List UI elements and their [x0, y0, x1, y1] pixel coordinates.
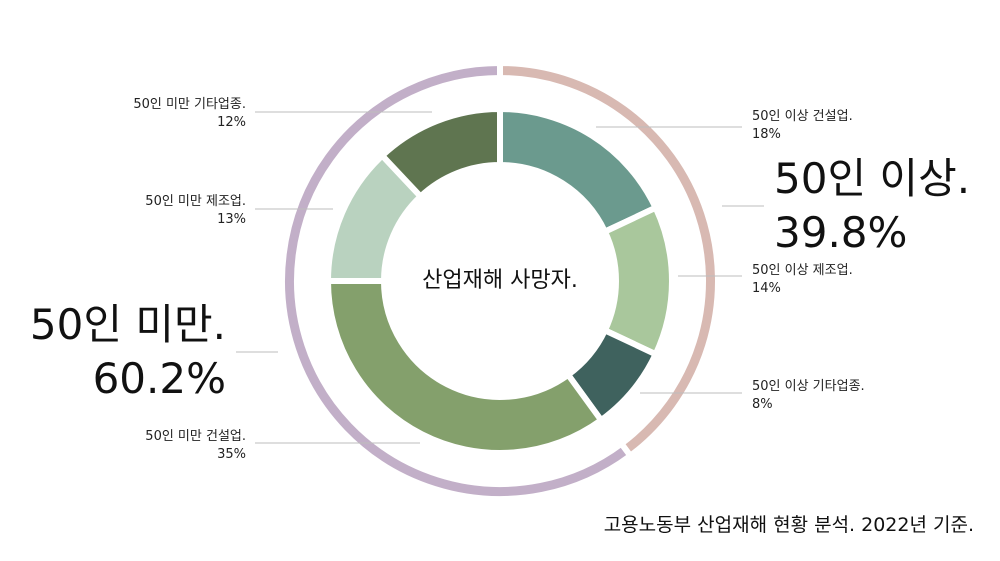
inner-ring — [324, 105, 675, 456]
slice-arc-3 — [324, 278, 606, 456]
slice-value: 8% — [752, 397, 773, 412]
group-label-small: 50인 미만. 60.2% — [0, 298, 226, 406]
slice-value: 14% — [752, 281, 781, 296]
slice-value: 12% — [217, 115, 246, 130]
slice-label-small-manufacturing: 50인 미만 제조업. 13% — [60, 193, 246, 229]
group-name: 50인 이상. — [774, 154, 971, 203]
slice-name: 50인 미만 제조업. — [145, 194, 246, 209]
slice-name: 50인 미만 기타업종. — [133, 97, 246, 112]
slice-arc-5 — [378, 105, 503, 201]
group-name: 50인 미만. — [29, 300, 226, 349]
leader-lines — [236, 111, 764, 444]
slice-name: 50인 미만 건설업. — [145, 429, 246, 444]
source-note: 고용노동부 산업재해 현황 분석. 2022년 기준. — [603, 514, 974, 536]
slice-label-small-construction: 50인 미만 건설업. 35% — [60, 428, 246, 464]
slice-name: 50인 이상 건설업. — [752, 109, 853, 124]
outer-ring — [279, 59, 721, 502]
slice-name: 50인 이상 제조업. — [752, 263, 853, 278]
slice-name: 50인 이상 기타업종. — [752, 379, 865, 394]
slice-label-small-other: 50인 미만 기타업종. 12% — [60, 96, 246, 132]
center-label: 산업재해 사망자. — [422, 268, 578, 293]
group-label-large: 50인 이상. 39.8% — [774, 152, 970, 260]
group-value: 39.8% — [774, 208, 908, 257]
slice-label-large-construction: 50인 이상 건설업. 18% — [752, 108, 853, 144]
slice-value: 13% — [217, 212, 246, 227]
slice-label-large-other: 50인 이상 기타업종. 8% — [752, 378, 865, 414]
slice-value: 35% — [217, 447, 246, 462]
slice-label-large-manufacturing: 50인 이상 제조업. 14% — [752, 262, 853, 298]
group-value: 60.2% — [92, 354, 226, 403]
group-arc-1 — [279, 59, 635, 502]
slice-value: 18% — [752, 127, 781, 142]
